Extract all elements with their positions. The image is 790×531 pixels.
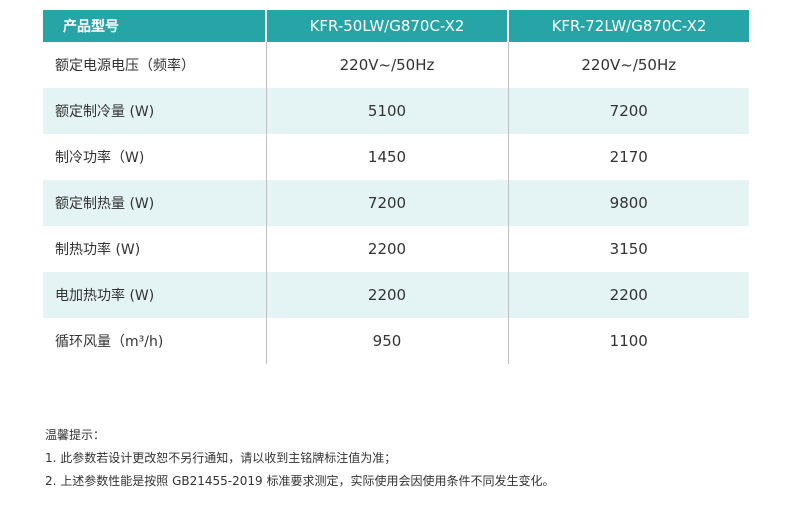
row-value-model-2: 2200 [507,272,749,318]
row-value-model-1: 5100 [265,88,508,134]
row-label: 额定制热量 (W) [43,180,266,226]
row-value-model-2: 9800 [507,180,749,226]
table-row: 循环风量（m³/h) 950 1100 [43,318,749,364]
row-value-model-1: 950 [265,318,508,364]
notes-title: 温馨提示： [45,428,106,442]
table-row: 制冷功率（W) 1450 2170 [43,134,749,180]
header-model-2: KFR-72LW/G870C-X2 [507,10,749,42]
notes-line-1: 1. 此参数若设计更改恕不另行通知，请以收到主铭牌标注值为准； [45,451,397,465]
row-value-model-1: 1450 [265,134,508,180]
notes-section: 温馨提示： 1. 此参数若设计更改恕不另行通知，请以收到主铭牌标注值为准； 2.… [45,424,554,493]
row-value-model-2: 3150 [507,226,749,272]
row-value-model-1: 2200 [265,226,508,272]
row-label: 额定电源电压（频率） [43,42,266,88]
table-row: 额定制冷量 (W) 5100 7200 [43,88,749,134]
header-model-1: KFR-50LW/G870C-X2 [265,10,508,42]
row-value-model-1: 2200 [265,272,508,318]
row-value-model-2: 7200 [507,88,749,134]
row-label: 额定制冷量 (W) [43,88,266,134]
row-label: 制热功率 (W) [43,226,266,272]
table-row: 制热功率 (W) 2200 3150 [43,226,749,272]
row-label: 电加热功率 (W) [43,272,266,318]
row-value-model-1: 220V~/50Hz [265,42,508,88]
row-label: 循环风量（m³/h) [43,318,266,364]
table-row: 额定制热量 (W) 7200 9800 [43,180,749,226]
row-value-model-2: 220V~/50Hz [507,42,749,88]
row-value-model-1: 7200 [265,180,508,226]
notes-line-2: 2. 上述参数性能是按照 GB21455-2019 标准要求测定，实际使用会因使… [45,474,555,488]
row-label: 制冷功率（W) [43,134,266,180]
row-value-model-2: 2170 [507,134,749,180]
header-model-label: 产品型号 [43,10,266,42]
table-row: 电加热功率 (W) 2200 2200 [43,272,749,318]
table-row: 额定电源电压（频率） 220V~/50Hz 220V~/50Hz [43,42,749,88]
header-row: 产品型号 KFR-50LW/G870C-X2 KFR-72LW/G870C-X2 [43,10,749,42]
row-value-model-2: 1100 [507,318,749,364]
spec-table: 产品型号 KFR-50LW/G870C-X2 KFR-72LW/G870C-X2… [43,10,749,364]
